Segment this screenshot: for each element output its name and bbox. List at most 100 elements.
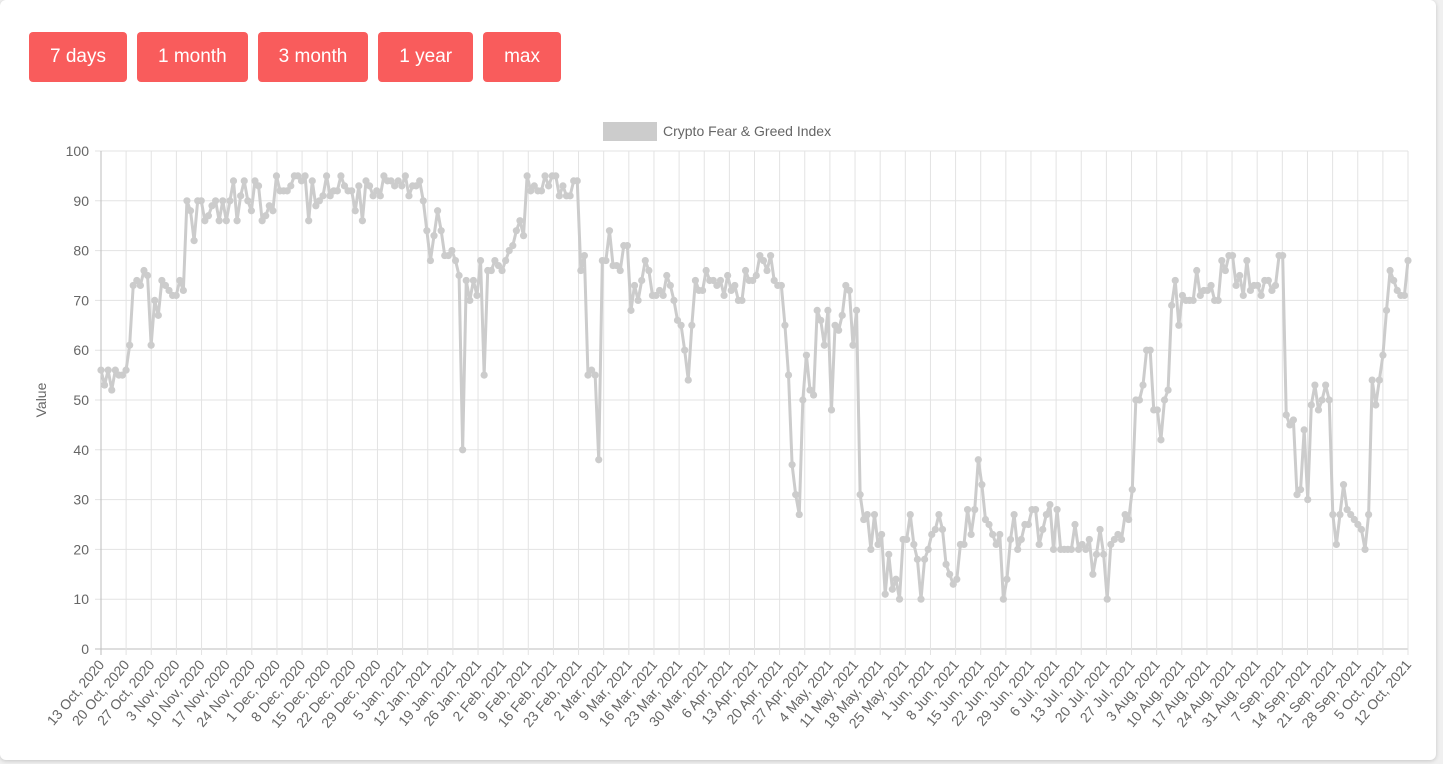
data-point — [487, 266, 495, 275]
data-point — [308, 177, 316, 185]
data-point — [1006, 535, 1015, 544]
data-point — [727, 286, 735, 295]
data-point — [799, 396, 807, 404]
data-point — [129, 281, 137, 290]
data-point — [870, 510, 879, 519]
data-point — [283, 187, 291, 195]
data-point — [376, 192, 384, 200]
data-point — [244, 197, 252, 205]
data-point — [426, 256, 435, 265]
data-point — [867, 545, 875, 554]
data-point — [398, 182, 406, 190]
data-point — [666, 281, 674, 290]
data-point — [1135, 396, 1144, 404]
data-point — [741, 266, 750, 275]
data-point — [1107, 540, 1115, 549]
data-point — [863, 510, 871, 519]
range-selector: 7 days 1 month 3 month 1 year max — [29, 32, 562, 82]
data-point — [516, 217, 524, 225]
data-point — [1365, 510, 1373, 519]
data-point — [480, 371, 488, 379]
data-point — [1168, 301, 1176, 309]
data-point — [459, 446, 467, 454]
y-tick-label: 80 — [73, 243, 89, 259]
data-point — [201, 217, 209, 225]
data-point — [992, 540, 1000, 549]
data-point — [108, 386, 116, 394]
data-point — [1153, 406, 1161, 414]
data-point — [849, 341, 857, 349]
data-point — [1279, 251, 1287, 260]
data-point — [491, 256, 499, 265]
data-point — [949, 580, 957, 588]
data-point — [1318, 396, 1326, 404]
range-3-month-button[interactable]: 3 month — [257, 32, 369, 82]
data-point — [1121, 510, 1129, 519]
data-point — [1078, 540, 1086, 549]
data-point — [573, 177, 581, 185]
data-point — [433, 207, 442, 215]
data-point — [1117, 535, 1126, 544]
data-point — [530, 182, 538, 190]
data-point — [1289, 416, 1298, 424]
data-point — [1071, 520, 1079, 529]
data-point — [104, 366, 112, 374]
data-point — [519, 232, 528, 240]
data-point — [1110, 535, 1118, 544]
data-point — [1157, 436, 1165, 444]
range-1-month-button[interactable]: 1 month — [136, 32, 248, 82]
data-point — [1393, 286, 1401, 295]
data-point — [1329, 510, 1337, 519]
data-point — [254, 182, 263, 190]
data-point — [1014, 545, 1022, 554]
data-point — [1236, 271, 1244, 280]
data-point — [616, 266, 624, 275]
data-point — [938, 525, 947, 534]
data-point — [1103, 595, 1111, 603]
data-point — [1347, 510, 1355, 519]
data-point — [759, 256, 768, 265]
data-point — [437, 227, 445, 235]
data-point — [1114, 530, 1122, 539]
data-point — [1207, 281, 1215, 290]
data-point — [784, 371, 793, 379]
data-point — [512, 227, 520, 235]
data-point — [312, 202, 320, 210]
data-point — [229, 177, 238, 185]
data-point — [1300, 426, 1308, 434]
data-point — [1400, 291, 1409, 300]
data-point — [1336, 510, 1344, 519]
range-7-days-button[interactable]: 7 days — [29, 32, 127, 82]
data-point — [967, 530, 975, 539]
data-point — [1368, 376, 1376, 384]
range-max-button[interactable]: max — [483, 32, 562, 82]
data-point — [831, 321, 839, 329]
range-1-year-button[interactable]: 1 year — [378, 32, 474, 82]
data-point — [1379, 351, 1387, 359]
data-point — [1203, 286, 1212, 295]
data-point — [724, 271, 732, 280]
data-point — [817, 316, 825, 324]
data-point — [1375, 376, 1383, 384]
data-point — [301, 172, 309, 180]
data-point — [580, 251, 589, 260]
data-point — [165, 286, 173, 295]
data-point — [430, 232, 438, 240]
data-point — [161, 281, 170, 290]
data-point — [1193, 266, 1201, 275]
data-point — [362, 177, 370, 185]
data-point — [333, 187, 341, 195]
data-point — [541, 172, 549, 180]
data-point — [1354, 520, 1362, 529]
data-point — [749, 276, 757, 285]
data-point — [451, 256, 460, 265]
data-point — [369, 192, 377, 200]
data-point — [788, 461, 796, 469]
data-point — [559, 182, 567, 190]
data-point — [262, 212, 270, 220]
data-point — [111, 366, 119, 374]
data-point — [1196, 291, 1204, 300]
data-point — [946, 570, 954, 578]
data-point — [444, 251, 452, 260]
